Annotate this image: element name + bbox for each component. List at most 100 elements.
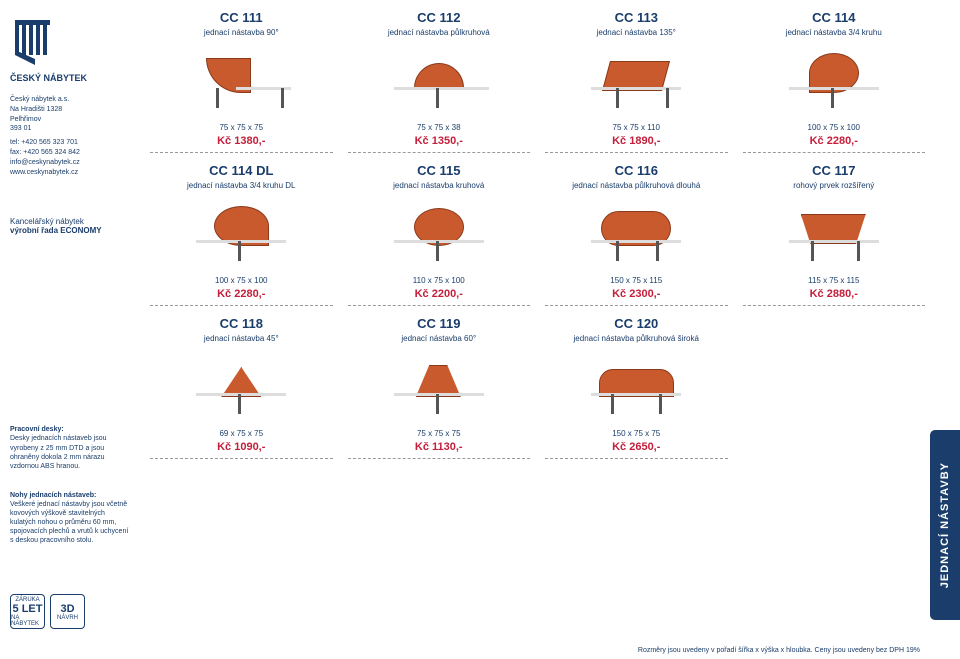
category-line: Kancelářský nábytek [10, 217, 130, 226]
side-tab-label: JEDNACÍ NÁSTAVBY [939, 462, 951, 588]
badge-main: 3D [60, 603, 74, 615]
category-main: výrobní řada ECONOMY [10, 226, 130, 235]
product-image [150, 43, 333, 118]
product-code: CC 112 [348, 10, 531, 25]
product-cell: CC 119 jednací nástavba 60° 75 x 75 x 75… [348, 316, 531, 469]
product-image [545, 196, 728, 271]
product-dims: 100 x 75 x 100 [150, 276, 333, 285]
product-price: Kč 2300,- [545, 288, 728, 306]
addr-line: Pelhřimov [10, 115, 130, 125]
addr-line: 393 01 [10, 124, 130, 134]
product-row-3: CC 118 jednací nástavba 45° 69 x 75 x 75… [150, 316, 925, 469]
product-dims: 150 x 75 x 115 [545, 276, 728, 285]
product-price: Kč 1090,- [150, 441, 333, 459]
product-code: CC 117 [743, 163, 926, 178]
product-cell: CC 111 jednací nástavba 90° 75 x 75 x 75… [150, 10, 333, 163]
product-image [743, 43, 926, 118]
product-price: Kč 2280,- [150, 288, 333, 306]
addr-line: Český nábytek a.s. [10, 95, 130, 105]
product-cell: CC 115 jednací nástavba kruhová 110 x 75… [348, 163, 531, 316]
product-cell: CC 114 jednací nástavba 3/4 kruhu 100 x … [743, 10, 926, 163]
product-code: CC 118 [150, 316, 333, 331]
company-name: ČESKÝ NÁBYTEK [10, 73, 130, 83]
product-row-2: CC 114 DL jednací nástavba 3/4 kruhu DL … [150, 163, 925, 316]
product-code: CC 113 [545, 10, 728, 25]
product-desc: jednací nástavba půlkruhová dlouhá [545, 181, 728, 191]
logo [10, 15, 60, 65]
product-cell: CC 120 jednací nástavba půlkruhová širok… [545, 316, 728, 469]
desc-block-1: Pracovní desky: Desky jednacích nástaveb… [10, 425, 130, 470]
product-dims: 75 x 75 x 75 [348, 429, 531, 438]
side-tab: JEDNACÍ NÁSTAVBY [930, 430, 960, 620]
addr-web: www.ceskynabytek.cz [10, 168, 130, 178]
product-desc: rohový prvek rozšířený [743, 181, 926, 191]
product-image [150, 196, 333, 271]
product-desc: jednací nástavba půlkruhová [348, 28, 531, 38]
product-code: CC 116 [545, 163, 728, 178]
product-price: Kč 2880,- [743, 288, 926, 306]
product-code: CC 115 [348, 163, 531, 178]
product-price: Kč 1380,- [150, 135, 333, 153]
product-desc: jednací nástavba kruhová [348, 181, 531, 191]
product-dims: 75 x 75 x 110 [545, 123, 728, 132]
product-price: Kč 2650,- [545, 441, 728, 459]
company-address: Český nábytek a.s. Na Hradišti 1328 Pelh… [10, 95, 130, 177]
desc-title: Pracovní desky: [10, 426, 64, 433]
product-code: CC 119 [348, 316, 531, 331]
product-code: CC 120 [545, 316, 728, 331]
product-code: CC 114 DL [150, 163, 333, 178]
product-cell: CC 116 jednací nástavba půlkruhová dlouh… [545, 163, 728, 316]
badge-main: 5 LET [13, 603, 43, 615]
product-desc: jednací nástavba 90° [150, 28, 333, 38]
product-cell: CC 118 jednací nástavba 45° 69 x 75 x 75… [150, 316, 333, 469]
product-price: Kč 1890,- [545, 135, 728, 153]
main-content: CC 111 jednací nástavba 90° 75 x 75 x 75… [150, 0, 925, 659]
category-block: Kancelářský nábytek výrobní řada ECONOMY [10, 217, 130, 235]
product-price: Kč 2200,- [348, 288, 531, 306]
addr-line: Na Hradišti 1328 [10, 105, 130, 115]
product-cell: CC 117 rohový prvek rozšířený 115 x 75 x… [743, 163, 926, 316]
product-desc: jednací nástavba 3/4 kruhu [743, 28, 926, 38]
addr-email: info@ceskynabytek.cz [10, 158, 130, 168]
product-dims: 69 x 75 x 75 [150, 429, 333, 438]
badge-sub: NÁVRH [57, 615, 78, 621]
badge-sub: NA NÁBYTEK [11, 615, 44, 627]
addr-tel: tel: +420 565 323 701 [10, 138, 130, 148]
product-dims: 150 x 75 x 75 [545, 429, 728, 438]
product-cell: CC 114 DL jednací nástavba 3/4 kruhu DL … [150, 163, 333, 316]
product-price: Kč 2280,- [743, 135, 926, 153]
product-desc: jednací nástavba 3/4 kruhu DL [150, 181, 333, 191]
product-image [150, 349, 333, 424]
product-dims: 115 x 75 x 115 [743, 276, 926, 285]
product-desc: jednací nástavba půlkruhová široká [545, 334, 728, 344]
warranty-badge: ZÁRUKA 5 LET NA NÁBYTEK [10, 594, 45, 629]
3d-badge: 3D NÁVRH [50, 594, 85, 629]
product-code: CC 111 [150, 10, 333, 25]
product-desc: jednací nástavba 60° [348, 334, 531, 344]
badges: ZÁRUKA 5 LET NA NÁBYTEK 3D NÁVRH [10, 594, 85, 629]
footer-note: Rozměry jsou uvedeny v pořadí šířka x vý… [638, 647, 920, 654]
product-desc: jednací nástavba 45° [150, 334, 333, 344]
product-image [348, 349, 531, 424]
product-desc: jednací nástavba 135° [545, 28, 728, 38]
desc-text: Desky jednacích nástaveb jsou vyrobeny z… [10, 434, 130, 470]
product-cell: CC 112 jednací nástavba půlkruhová 75 x … [348, 10, 531, 163]
desc-block-2: Nohy jednacích nástaveb: Veškeré jednací… [10, 491, 130, 546]
product-dims: 100 x 75 x 100 [743, 123, 926, 132]
product-image [545, 43, 728, 118]
product-image [743, 196, 926, 271]
product-image [348, 43, 531, 118]
product-dims: 75 x 75 x 75 [150, 123, 333, 132]
product-dims: 75 x 75 x 38 [348, 123, 531, 132]
product-row-1: CC 111 jednací nástavba 90° 75 x 75 x 75… [150, 10, 925, 163]
product-image [545, 349, 728, 424]
product-dims: 110 x 75 x 100 [348, 276, 531, 285]
desc-title: Nohy jednacích nástaveb: [10, 492, 96, 499]
product-image [348, 196, 531, 271]
product-price: Kč 1350,- [348, 135, 531, 153]
product-price: Kč 1130,- [348, 441, 531, 459]
product-cell: CC 113 jednací nástavba 135° 75 x 75 x 1… [545, 10, 728, 163]
desc-text: Veškeré jednací nástavby jsou včetně kov… [10, 500, 130, 545]
addr-fax: fax: +420 565 324 842 [10, 148, 130, 158]
sidebar: ČESKÝ NÁBYTEK Český nábytek a.s. Na Hrad… [0, 0, 140, 659]
